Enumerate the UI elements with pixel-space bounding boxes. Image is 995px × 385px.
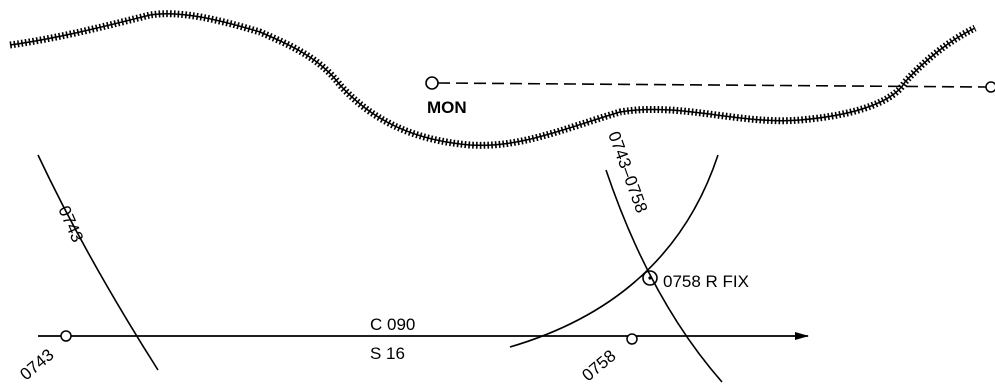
running-fix-label: 0758 R FIX (663, 272, 749, 291)
speed-label: S 16 (370, 344, 405, 363)
bearing-end-symbol (985, 81, 995, 93)
lop-0743-arc (37, 154, 159, 371)
running-fix-dot (648, 276, 652, 280)
mon-bearing (425, 76, 995, 93)
dr-0758-label: 0758 (578, 346, 619, 385)
advanced-lop-arc (605, 169, 723, 383)
coastline-hatch (9, 10, 977, 149)
mon-bearing-line (437, 82, 987, 88)
advanced-lop-label: 0743–0758 (604, 129, 651, 215)
dr-0743-symbol (60, 330, 72, 342)
course-label: C 090 (370, 315, 415, 334)
mon-landmark-symbol (425, 76, 439, 90)
running-fix-symbol (642, 270, 658, 286)
lop-0743-label: 0743 (54, 203, 87, 245)
lop-0758-arc (509, 154, 719, 348)
coastline-line (9, 12, 976, 147)
dr-0743-label: 0743 (16, 345, 57, 384)
coastline (9, 10, 977, 149)
dr-0758-symbol (626, 333, 638, 345)
mon-label: MON (427, 98, 467, 117)
